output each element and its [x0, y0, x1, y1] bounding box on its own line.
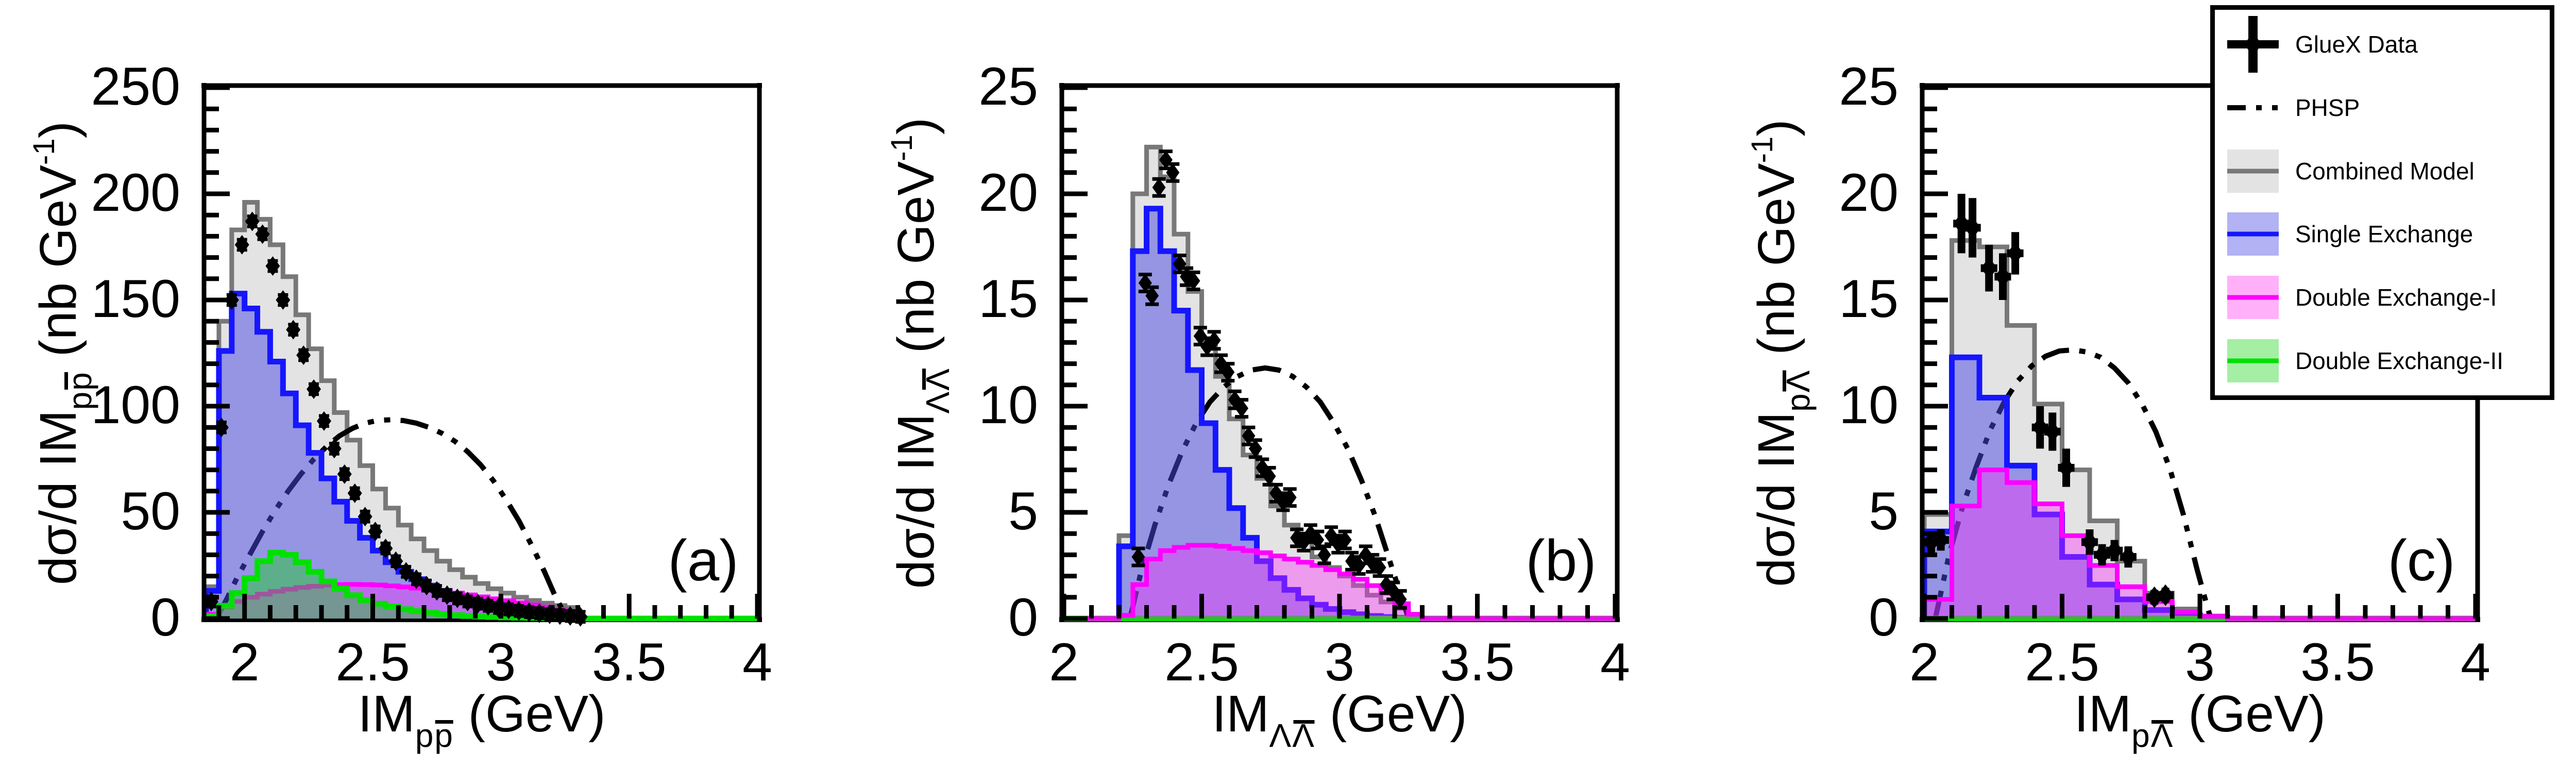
single-exchange-band-icon: [2227, 206, 2279, 262]
x-axis-title: IMpΛ (GeV): [2074, 685, 2326, 754]
legend-item-double-exchange-2: Double Exchange-II: [2227, 332, 2547, 389]
legend-label: Double Exchange-I: [2295, 283, 2497, 311]
y-tick-label: 25: [978, 56, 1038, 116]
legend-item-phsp: PHSP: [2227, 79, 2547, 136]
panel-a-axis-ticks: [206, 85, 760, 621]
x-tick-label: 2.5: [2025, 632, 2099, 692]
legend-label: PHSP: [2295, 94, 2360, 121]
x-tick-label: 4: [1600, 632, 1630, 692]
x-tick-label: 2: [229, 632, 260, 692]
panel-a: [201, 83, 762, 627]
legend-label: GlueX Data: [2295, 31, 2418, 58]
legend-label: Single Exchange: [2295, 221, 2473, 248]
dash-dot-line-icon: [2227, 79, 2279, 136]
x-axis-title: IMΛΛ (GeV): [1212, 685, 1467, 754]
y-tick-label: 15: [978, 269, 1038, 329]
legend-item-double-exchange-1: Double Exchange-I: [2227, 269, 2547, 326]
y-tick-label: 15: [1839, 269, 1899, 329]
x-tick-label: 3.5: [591, 632, 667, 692]
y-tick-label: 20: [978, 162, 1038, 223]
x-tick-label: 3: [486, 632, 516, 692]
panel-a-phsp-curve: [214, 417, 570, 620]
x-tick-label: 2: [1049, 632, 1079, 692]
panel-c-data-points: [1923, 194, 2174, 608]
x-tick-label: 3.5: [2300, 632, 2375, 692]
y-tick-label: 150: [91, 269, 180, 329]
panel-b-data-points: [1131, 149, 1407, 610]
y-tick-label: 0: [1008, 587, 1038, 647]
panel-b: [1059, 83, 1620, 622]
legend-item-combined-model: Combined Model: [2227, 143, 2547, 199]
panel-c-phsp-curve: [1933, 347, 2214, 620]
legend-label: Double Exchange-II: [2295, 347, 2504, 374]
y-tick-label: 5: [1008, 481, 1038, 541]
y-axis-title: dσ/d IMΛΛ (nb GeV-1): [885, 117, 956, 589]
y-axis-title: dσ/d IMpp (nb GeV-1): [27, 121, 98, 585]
gluex-data-marker-icon: [2227, 16, 2279, 73]
y-tick-label: 0: [150, 587, 180, 647]
panel-letter-c: (c): [2387, 528, 2455, 593]
double-exchange-1-band-icon: [2227, 269, 2279, 326]
combined-model-band-icon: [2227, 143, 2279, 199]
y-tick-label: 50: [121, 481, 180, 541]
x-axis-title: IMpp (GeV): [358, 685, 606, 754]
legend-label: Combined Model: [2295, 157, 2475, 185]
legend-box: GlueX Data PHSP Combined Model Single Ex…: [2210, 5, 2554, 400]
panel-letter-a: (a): [668, 528, 739, 593]
legend-item-single-exchange: Single Exchange: [2227, 206, 2547, 262]
legend-item-gluex-data: GlueX Data: [2227, 16, 2547, 73]
y-tick-label: 10: [978, 375, 1038, 435]
y-axis-title: dσ/d IMpΛ (nb GeV-1): [1745, 119, 1817, 587]
x-tick-label: 3: [1325, 632, 1354, 692]
panel-letter-b: (b): [1526, 528, 1597, 593]
x-tick-label: 3.5: [1440, 632, 1515, 692]
x-tick-label: 2: [1909, 632, 1939, 692]
x-tick-label: 4: [2461, 632, 2490, 692]
panel-c-double-exchange-1-histogram: [1922, 468, 2476, 621]
y-tick-label: 0: [1869, 587, 1899, 647]
y-tick-label: 10: [1839, 375, 1899, 435]
panel-c: [1920, 83, 2480, 622]
x-tick-label: 2.5: [335, 632, 410, 692]
x-tick-label: 4: [742, 632, 772, 692]
y-tick-label: 100: [91, 375, 180, 435]
y-tick-label: 250: [91, 56, 180, 116]
y-tick-label: 200: [91, 162, 180, 223]
y-tick-label: 5: [1869, 481, 1899, 541]
double-exchange-2-band-icon: [2227, 332, 2279, 389]
y-tick-label: 20: [1839, 162, 1899, 223]
x-tick-label: 3: [2185, 632, 2215, 692]
y-tick-label: 25: [1839, 56, 1899, 116]
x-tick-label: 2.5: [1164, 632, 1239, 692]
